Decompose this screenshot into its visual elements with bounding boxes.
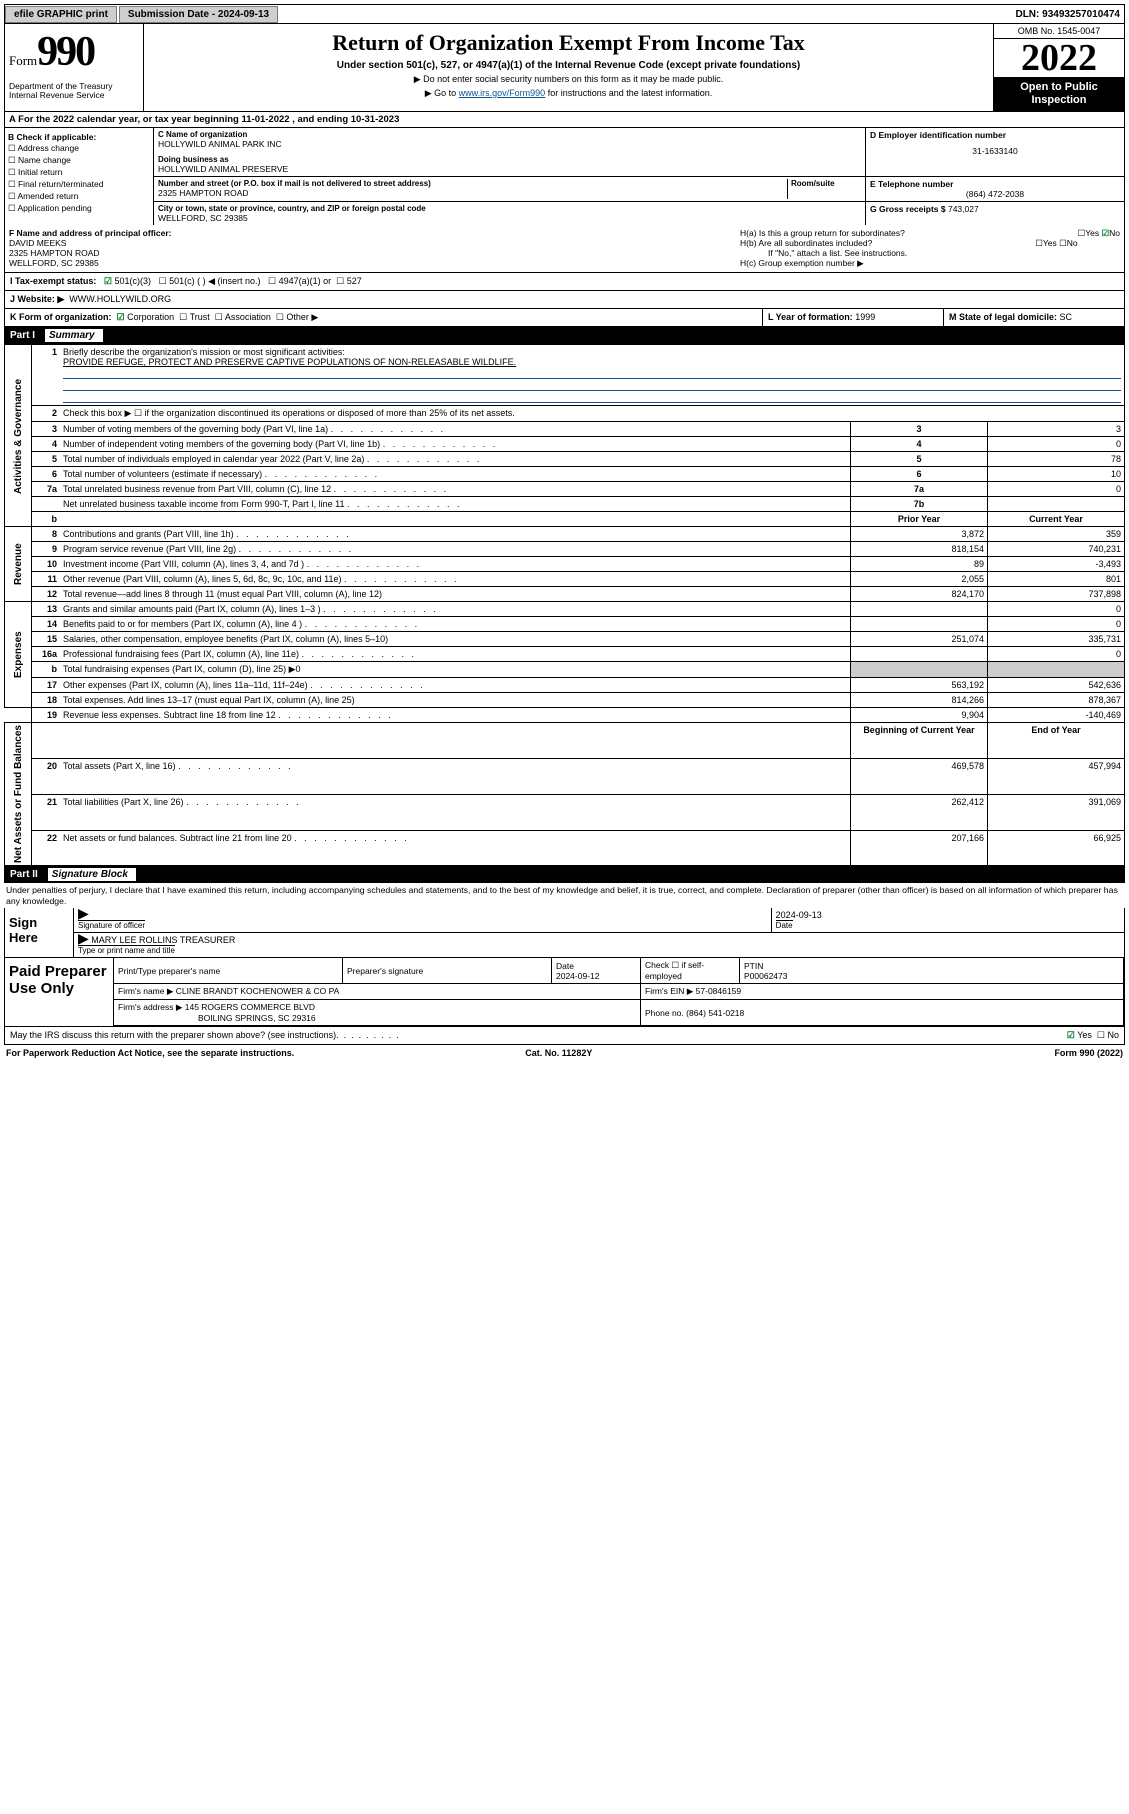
form-label: Form xyxy=(9,53,37,68)
ha: H(a) Is this a group return for subordin… xyxy=(740,228,905,238)
room-lbl: Room/suite xyxy=(791,179,861,188)
footer-right: Form 990 (2022) xyxy=(1054,1048,1123,1058)
part1-hdr: Part ISummary xyxy=(4,327,1125,344)
j-lbl: J Website: ▶ xyxy=(10,294,64,304)
dba-lbl: Doing business as xyxy=(158,155,861,164)
open-inspection: Open to Public Inspection xyxy=(994,77,1124,111)
addr: 2325 HAMPTON ROAD xyxy=(158,188,787,198)
chk-name[interactable]: ☐ Name change xyxy=(8,155,150,166)
discuss-q: May the IRS discuss this return with the… xyxy=(10,1030,336,1041)
phone: (864) 472-2038 xyxy=(870,189,1120,199)
sign-here: Sign Here xyxy=(5,908,74,957)
dln: DLN: 93493257010474 xyxy=(1015,9,1124,20)
website[interactable]: WWW.HOLLYWILD.ORG xyxy=(69,294,171,304)
firm-name: CLINE BRANDT KOCHENOWER & CO PA xyxy=(176,986,340,996)
chk-address[interactable]: ☐ Address change xyxy=(8,143,150,154)
line-a: A For the 2022 calendar year, or tax yea… xyxy=(4,112,1125,128)
chk-final[interactable]: ☐ Final return/terminated xyxy=(8,179,150,190)
footer-cat: Cat. No. 11282Y xyxy=(525,1048,592,1058)
footer-left: For Paperwork Reduction Act Notice, see … xyxy=(6,1048,294,1058)
side-rev: Revenue xyxy=(5,527,32,602)
chk-pending[interactable]: ☐ Application pending xyxy=(8,203,150,214)
note1: ▶ Do not enter social security numbers o… xyxy=(152,74,985,85)
side-net: Net Assets or Fund Balances xyxy=(5,723,32,866)
subtitle: Under section 501(c), 527, or 4947(a)(1)… xyxy=(152,60,985,71)
h-note: If "No," attach a list. See instructions… xyxy=(740,248,1120,258)
penalty: Under penalties of perjury, I declare th… xyxy=(4,883,1125,908)
summary-table: Activities & Governance 1 Briefly descri… xyxy=(4,344,1125,866)
chk-amended[interactable]: ☐ Amended return xyxy=(8,191,150,202)
g-lbl: G Gross receipts $ xyxy=(870,204,946,214)
note2-post: for instructions and the latest informat… xyxy=(545,88,712,98)
f-lbl: F Name and address of principal officer: xyxy=(9,228,732,238)
mission: PROVIDE REFUGE, PROTECT AND PRESERVE CAP… xyxy=(63,357,516,367)
addr-lbl: Number and street (or P.O. box if mail i… xyxy=(158,179,787,188)
form-num: 990 xyxy=(37,29,94,75)
hb: H(b) Are all subordinates included? xyxy=(740,238,872,248)
signer-name: MARY LEE ROLLINS TREASURER xyxy=(91,935,235,945)
gross: 743,027 xyxy=(948,204,979,214)
c-name-lbl: C Name of organization xyxy=(158,130,861,139)
submission-btn[interactable]: Submission Date - 2024-09-13 xyxy=(119,6,278,23)
side-gov: Activities & Governance xyxy=(5,345,32,527)
tax-year: 2022 xyxy=(994,39,1124,77)
d-lbl: D Employer identification number xyxy=(870,130,1120,140)
org-name: HOLLYWILD ANIMAL PARK INC xyxy=(158,139,861,149)
k-lbl: K Form of organization: xyxy=(10,312,112,322)
city: WELLFORD, SC 29385 xyxy=(158,213,861,223)
ein: 31-1633140 xyxy=(870,146,1120,156)
officer-addr: 2325 HAMPTON ROAD xyxy=(9,248,732,258)
side-exp: Expenses xyxy=(5,602,32,708)
e-lbl: E Telephone number xyxy=(870,179,1120,189)
dba: HOLLYWILD ANIMAL PRESERVE xyxy=(158,164,861,174)
hc: H(c) Group exemption number ▶ xyxy=(740,258,1120,269)
officer-city: WELLFORD, SC 29385 xyxy=(9,258,732,268)
officer-name: DAVID MEEKS xyxy=(9,238,732,248)
chk-initial[interactable]: ☐ Initial return xyxy=(8,167,150,178)
part2-hdr: Part IISignature Block xyxy=(4,866,1125,883)
paid-preparer: Paid Preparer Use Only xyxy=(5,958,114,1026)
col-b-hdr: B Check if applicable: xyxy=(8,132,150,142)
dept: Department of the Treasury Internal Reve… xyxy=(9,82,139,101)
i-lbl: I Tax-exempt status: xyxy=(10,276,96,286)
efile-btn[interactable]: efile GRAPHIC print xyxy=(5,6,117,23)
note2-link[interactable]: www.irs.gov/Form990 xyxy=(459,88,546,98)
note2-pre: ▶ Go to xyxy=(425,88,459,98)
title: Return of Organization Exempt From Incom… xyxy=(152,30,985,56)
city-lbl: City or town, state or province, country… xyxy=(158,204,861,213)
